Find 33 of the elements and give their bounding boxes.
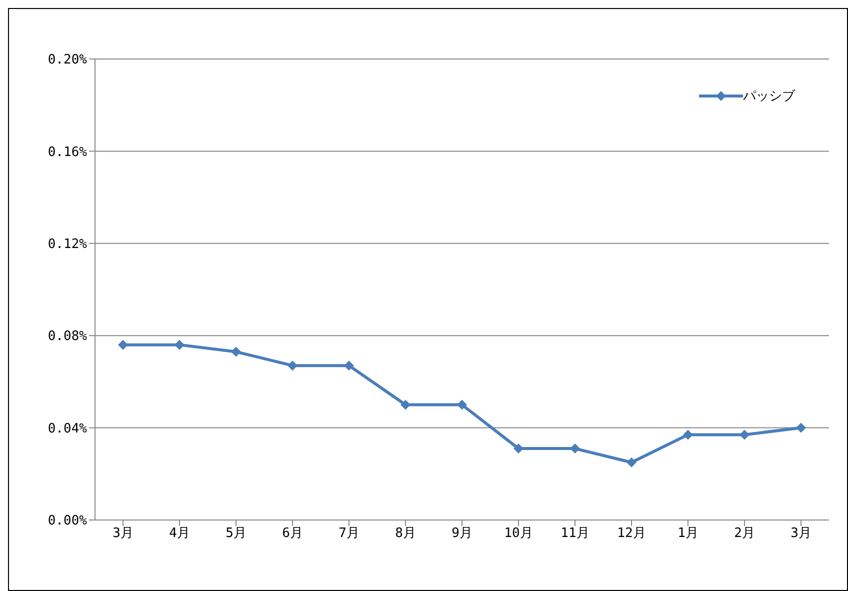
x-tick-label: 2月 bbox=[734, 526, 755, 542]
y-tick-label: 0.16% bbox=[48, 144, 88, 160]
point bbox=[400, 400, 410, 410]
point bbox=[570, 444, 580, 454]
point bbox=[344, 360, 354, 371]
x-tick-label: 6月 bbox=[282, 526, 303, 542]
x-tick-label: 4月 bbox=[169, 526, 190, 542]
point bbox=[683, 430, 693, 440]
point bbox=[514, 444, 524, 454]
x-tick-label: 12月 bbox=[617, 526, 646, 542]
y-tick-label: 0.08% bbox=[48, 329, 88, 344]
point bbox=[174, 340, 184, 350]
point bbox=[457, 400, 467, 410]
x-tick-label: 9月 bbox=[452, 526, 472, 542]
x-tick-label: 7月 bbox=[338, 526, 360, 542]
x-tick-label: 3月 bbox=[112, 526, 134, 542]
point bbox=[288, 360, 298, 371]
point bbox=[740, 430, 750, 440]
legend-label: パッシブ bbox=[743, 88, 795, 105]
point bbox=[118, 340, 128, 350]
y-tick-label: 0.12% bbox=[48, 237, 88, 252]
y-tick-label: 0.04% bbox=[48, 421, 88, 436]
x-tick-label: 8月 bbox=[395, 526, 416, 542]
x-tick-label: 11月 bbox=[560, 526, 590, 542]
y-tick-label: 0.20% bbox=[48, 52, 88, 68]
x-tick-label: 10月 bbox=[504, 526, 533, 542]
point bbox=[796, 422, 806, 433]
point bbox=[231, 346, 241, 357]
x-tick-label: 1月 bbox=[678, 526, 698, 542]
y-tick-label: 0.00% bbox=[48, 514, 88, 529]
x-tick-label: 5月 bbox=[226, 526, 246, 542]
point bbox=[626, 457, 636, 468]
x-tick-label: 3月 bbox=[790, 526, 812, 542]
